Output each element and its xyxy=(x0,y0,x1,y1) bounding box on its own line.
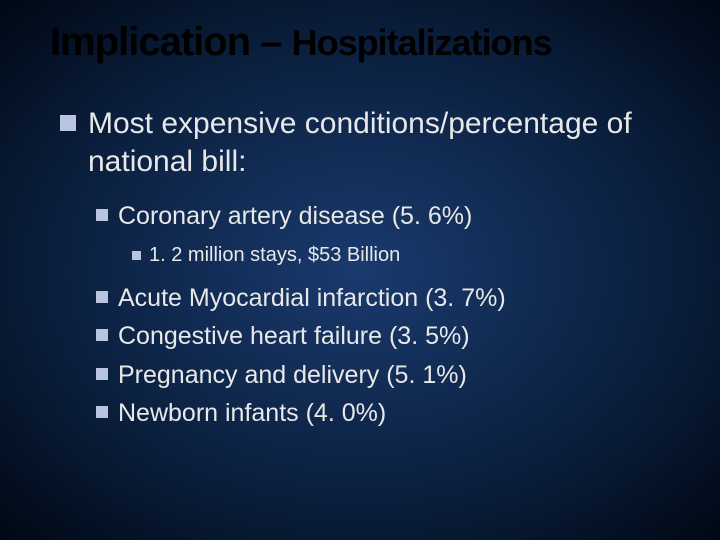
bullet-lvl2: Newborn infants (4. 0%) xyxy=(96,397,680,430)
bullet-lvl1: Most expensive conditions/percentage of … xyxy=(60,105,680,180)
slide-title: Implication – Hospitalizations xyxy=(50,20,680,65)
bullet-icon xyxy=(96,329,108,341)
bullet-lvl3: 1. 2 million stays, $53 Billion xyxy=(132,243,680,268)
bullet-text: 1. 2 million stays, $53 Billion xyxy=(149,243,400,268)
bullet-text: Acute Myocardial infarction (3. 7%) xyxy=(118,282,506,315)
bullet-icon xyxy=(96,291,108,303)
slide: Implication – Hospitalizations Most expe… xyxy=(0,0,720,540)
bullet-icon xyxy=(132,251,141,260)
title-part1: Implication – xyxy=(50,20,292,64)
title-part2: Hospitalizations xyxy=(292,22,552,63)
bullet-icon xyxy=(60,115,76,131)
bullet-icon xyxy=(96,209,108,221)
bullet-text: Congestive heart failure (3. 5%) xyxy=(118,320,470,353)
bullet-lvl2: Coronary artery disease (5. 6%) xyxy=(96,200,680,233)
bullet-icon xyxy=(96,368,108,380)
bullet-text: Most expensive conditions/percentage of … xyxy=(88,105,680,180)
bullet-lvl2: Acute Myocardial infarction (3. 7%) xyxy=(96,282,680,315)
bullet-lvl2: Congestive heart failure (3. 5%) xyxy=(96,320,680,353)
bullet-text: Coronary artery disease (5. 6%) xyxy=(118,200,472,233)
bullet-icon xyxy=(96,406,108,418)
bullet-text: Newborn infants (4. 0%) xyxy=(118,397,386,430)
bullet-lvl2: Pregnancy and delivery (5. 1%) xyxy=(96,359,680,392)
bullet-text: Pregnancy and delivery (5. 1%) xyxy=(118,359,467,392)
bullet-group: Acute Myocardial infarction (3. 7%) Cong… xyxy=(60,282,680,430)
